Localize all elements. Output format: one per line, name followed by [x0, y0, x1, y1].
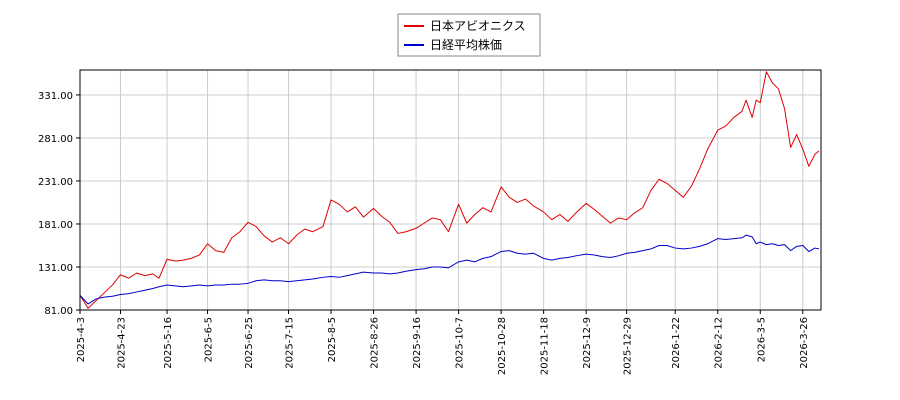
x-tick-label: 2025-7-15	[285, 317, 296, 369]
x-tick-label: 2025-8-26	[370, 317, 381, 369]
x-tick-label: 2025-6-25	[244, 317, 255, 369]
legend-label-nippon-avionics: 日本アビオニクス	[430, 19, 526, 33]
series-line-nikkei-225	[79, 234, 820, 305]
legend: 日本アビオニクス 日経平均株価	[397, 13, 541, 57]
x-tick-label: 2025-5-16	[163, 317, 174, 369]
x-tick-label: 2025-12-29	[623, 317, 634, 375]
legend-label-nikkei-225: 日経平均株価	[430, 37, 502, 52]
y-tick-label: 231.00	[38, 177, 73, 188]
x-tick-label: 2026-2-12	[714, 317, 725, 369]
grid-lines	[79, 70, 821, 311]
series-line-nippon-avionics	[79, 71, 820, 309]
y-tick-label: 181.00	[38, 220, 73, 231]
x-tick-label: 2025-9-16	[412, 317, 423, 369]
x-tick-label: 2025-11-18	[540, 317, 551, 375]
x-tick-label: 2026-3-5	[756, 317, 767, 362]
y-tick-label: 331.00	[38, 91, 73, 102]
plot-frame	[79, 69, 822, 311]
x-tick-label: 2025-4-3	[76, 317, 87, 362]
x-tick-label: 2026-3-26	[799, 317, 810, 369]
x-tick-label: 2026-1-22	[671, 317, 682, 369]
series-lines	[79, 71, 820, 309]
y-tick-label: 281.00	[38, 134, 73, 145]
x-axis: 2025-4-3 2025-4-23 2025-5-16 2025-6-5 2025-6…	[76, 310, 810, 375]
y-axis: 81.00 131.00 181.00 231.00 281.00 331.00	[38, 91, 80, 317]
y-tick-label: 81.00	[44, 306, 73, 317]
x-tick-label: 2025-6-5	[204, 317, 215, 362]
legend-box	[397, 13, 541, 57]
x-tick-label: 2025-10-7	[455, 317, 466, 369]
x-tick-label: 2025-12-9	[582, 317, 593, 369]
x-tick-label: 2025-4-23	[116, 317, 127, 369]
x-tick-label: 2025-8-5	[327, 317, 338, 362]
y-tick-label: 131.00	[38, 263, 73, 274]
x-tick-label: 2025-10-28	[497, 317, 508, 375]
